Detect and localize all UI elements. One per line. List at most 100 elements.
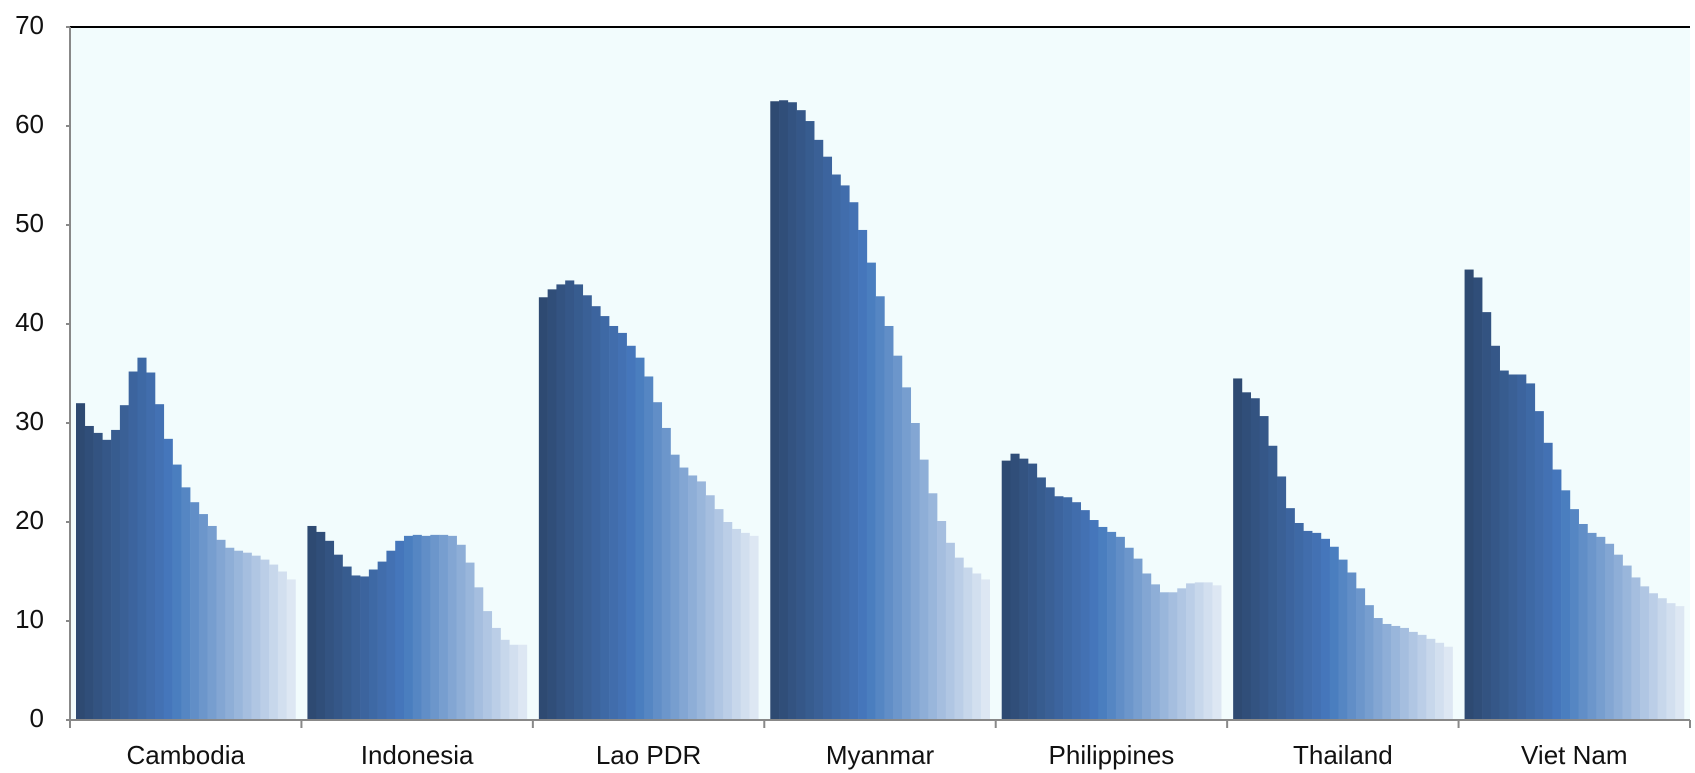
x-tick-label: Lao PDR: [596, 740, 702, 770]
y-tick-label: 70: [15, 10, 44, 40]
bar: [1526, 383, 1536, 720]
bar: [181, 487, 191, 720]
bar: [137, 357, 147, 720]
bar: [84, 425, 94, 720]
bar: [919, 459, 929, 720]
bar: [1666, 603, 1676, 720]
bar: [1382, 623, 1392, 720]
bar: [779, 100, 789, 720]
bar: [412, 534, 422, 720]
bar: [1329, 546, 1339, 720]
bar: [1203, 582, 1213, 720]
bar: [1115, 536, 1125, 720]
bar: [1534, 411, 1544, 720]
bar: [1613, 554, 1623, 720]
bar: [1435, 642, 1445, 720]
bar: [1587, 532, 1597, 720]
bar: [368, 569, 378, 720]
bar: [1010, 453, 1020, 720]
bar: [796, 110, 806, 720]
x-tick-label: Indonesia: [361, 740, 474, 770]
bar: [696, 481, 706, 720]
y-tick-label: 0: [30, 703, 44, 733]
bar: [556, 284, 566, 720]
bar: [439, 534, 449, 720]
bar: [351, 575, 361, 720]
bar: [679, 467, 689, 720]
bar: [980, 579, 991, 720]
bar: [831, 174, 841, 720]
bar: [1543, 442, 1553, 720]
bar: [1268, 445, 1278, 720]
bar: [1241, 392, 1251, 720]
bar: [342, 566, 352, 720]
bar: [421, 535, 431, 720]
x-tick-label: Cambodia: [126, 740, 245, 770]
bar: [731, 528, 742, 720]
bar: [893, 355, 903, 720]
bar: [1640, 586, 1650, 720]
bar: [1473, 277, 1483, 720]
bar: [1233, 378, 1243, 720]
bar: [1001, 460, 1011, 720]
bar: [1045, 487, 1055, 720]
bar: [1177, 588, 1187, 720]
bar: [617, 332, 627, 720]
bar: [849, 202, 859, 721]
bar: [1133, 558, 1143, 720]
bar: [538, 297, 548, 720]
bar: [1561, 490, 1571, 720]
bar: [714, 509, 724, 720]
bar: [1417, 634, 1427, 720]
bar: [1508, 374, 1518, 720]
bar: [465, 562, 475, 720]
bar: [1596, 536, 1606, 720]
bar: [93, 432, 103, 720]
bar: [324, 540, 335, 720]
bar: [1063, 497, 1073, 720]
bar: [500, 639, 510, 720]
bar: [1186, 583, 1196, 720]
bar: [866, 262, 876, 720]
bar: [822, 156, 833, 720]
bar: [233, 550, 244, 720]
bar: [884, 325, 894, 720]
bar: [1622, 565, 1632, 720]
bar: [1212, 585, 1222, 720]
bar: [102, 439, 112, 720]
bar: [723, 522, 733, 720]
bar: [1259, 416, 1269, 720]
bar: [1168, 592, 1178, 720]
bar: [805, 121, 815, 721]
bar: [1408, 631, 1418, 720]
bar: [260, 559, 270, 720]
bar: [937, 521, 947, 720]
bar: [1285, 508, 1295, 720]
bar: [377, 561, 387, 720]
bar: [1107, 531, 1117, 720]
bar: [1150, 584, 1161, 720]
bar: [910, 423, 920, 720]
bar: [509, 644, 519, 720]
bar: [1399, 627, 1409, 720]
bar: [1347, 572, 1357, 720]
bar: [269, 564, 279, 720]
bar: [688, 475, 698, 720]
bar: [1426, 638, 1436, 720]
bar: [1464, 269, 1474, 720]
bar: [286, 579, 296, 720]
bar: [1552, 469, 1562, 720]
y-tick-label: 40: [15, 307, 44, 337]
bar: [1142, 573, 1152, 720]
bar: [1648, 593, 1658, 720]
bar: [652, 402, 663, 720]
bar: [190, 502, 200, 720]
bar: [447, 535, 457, 720]
bar: [360, 576, 370, 720]
bar: [1124, 547, 1134, 720]
bar: [146, 372, 156, 720]
bar: [119, 405, 129, 720]
bar: [154, 404, 165, 720]
bar: [1277, 476, 1287, 720]
